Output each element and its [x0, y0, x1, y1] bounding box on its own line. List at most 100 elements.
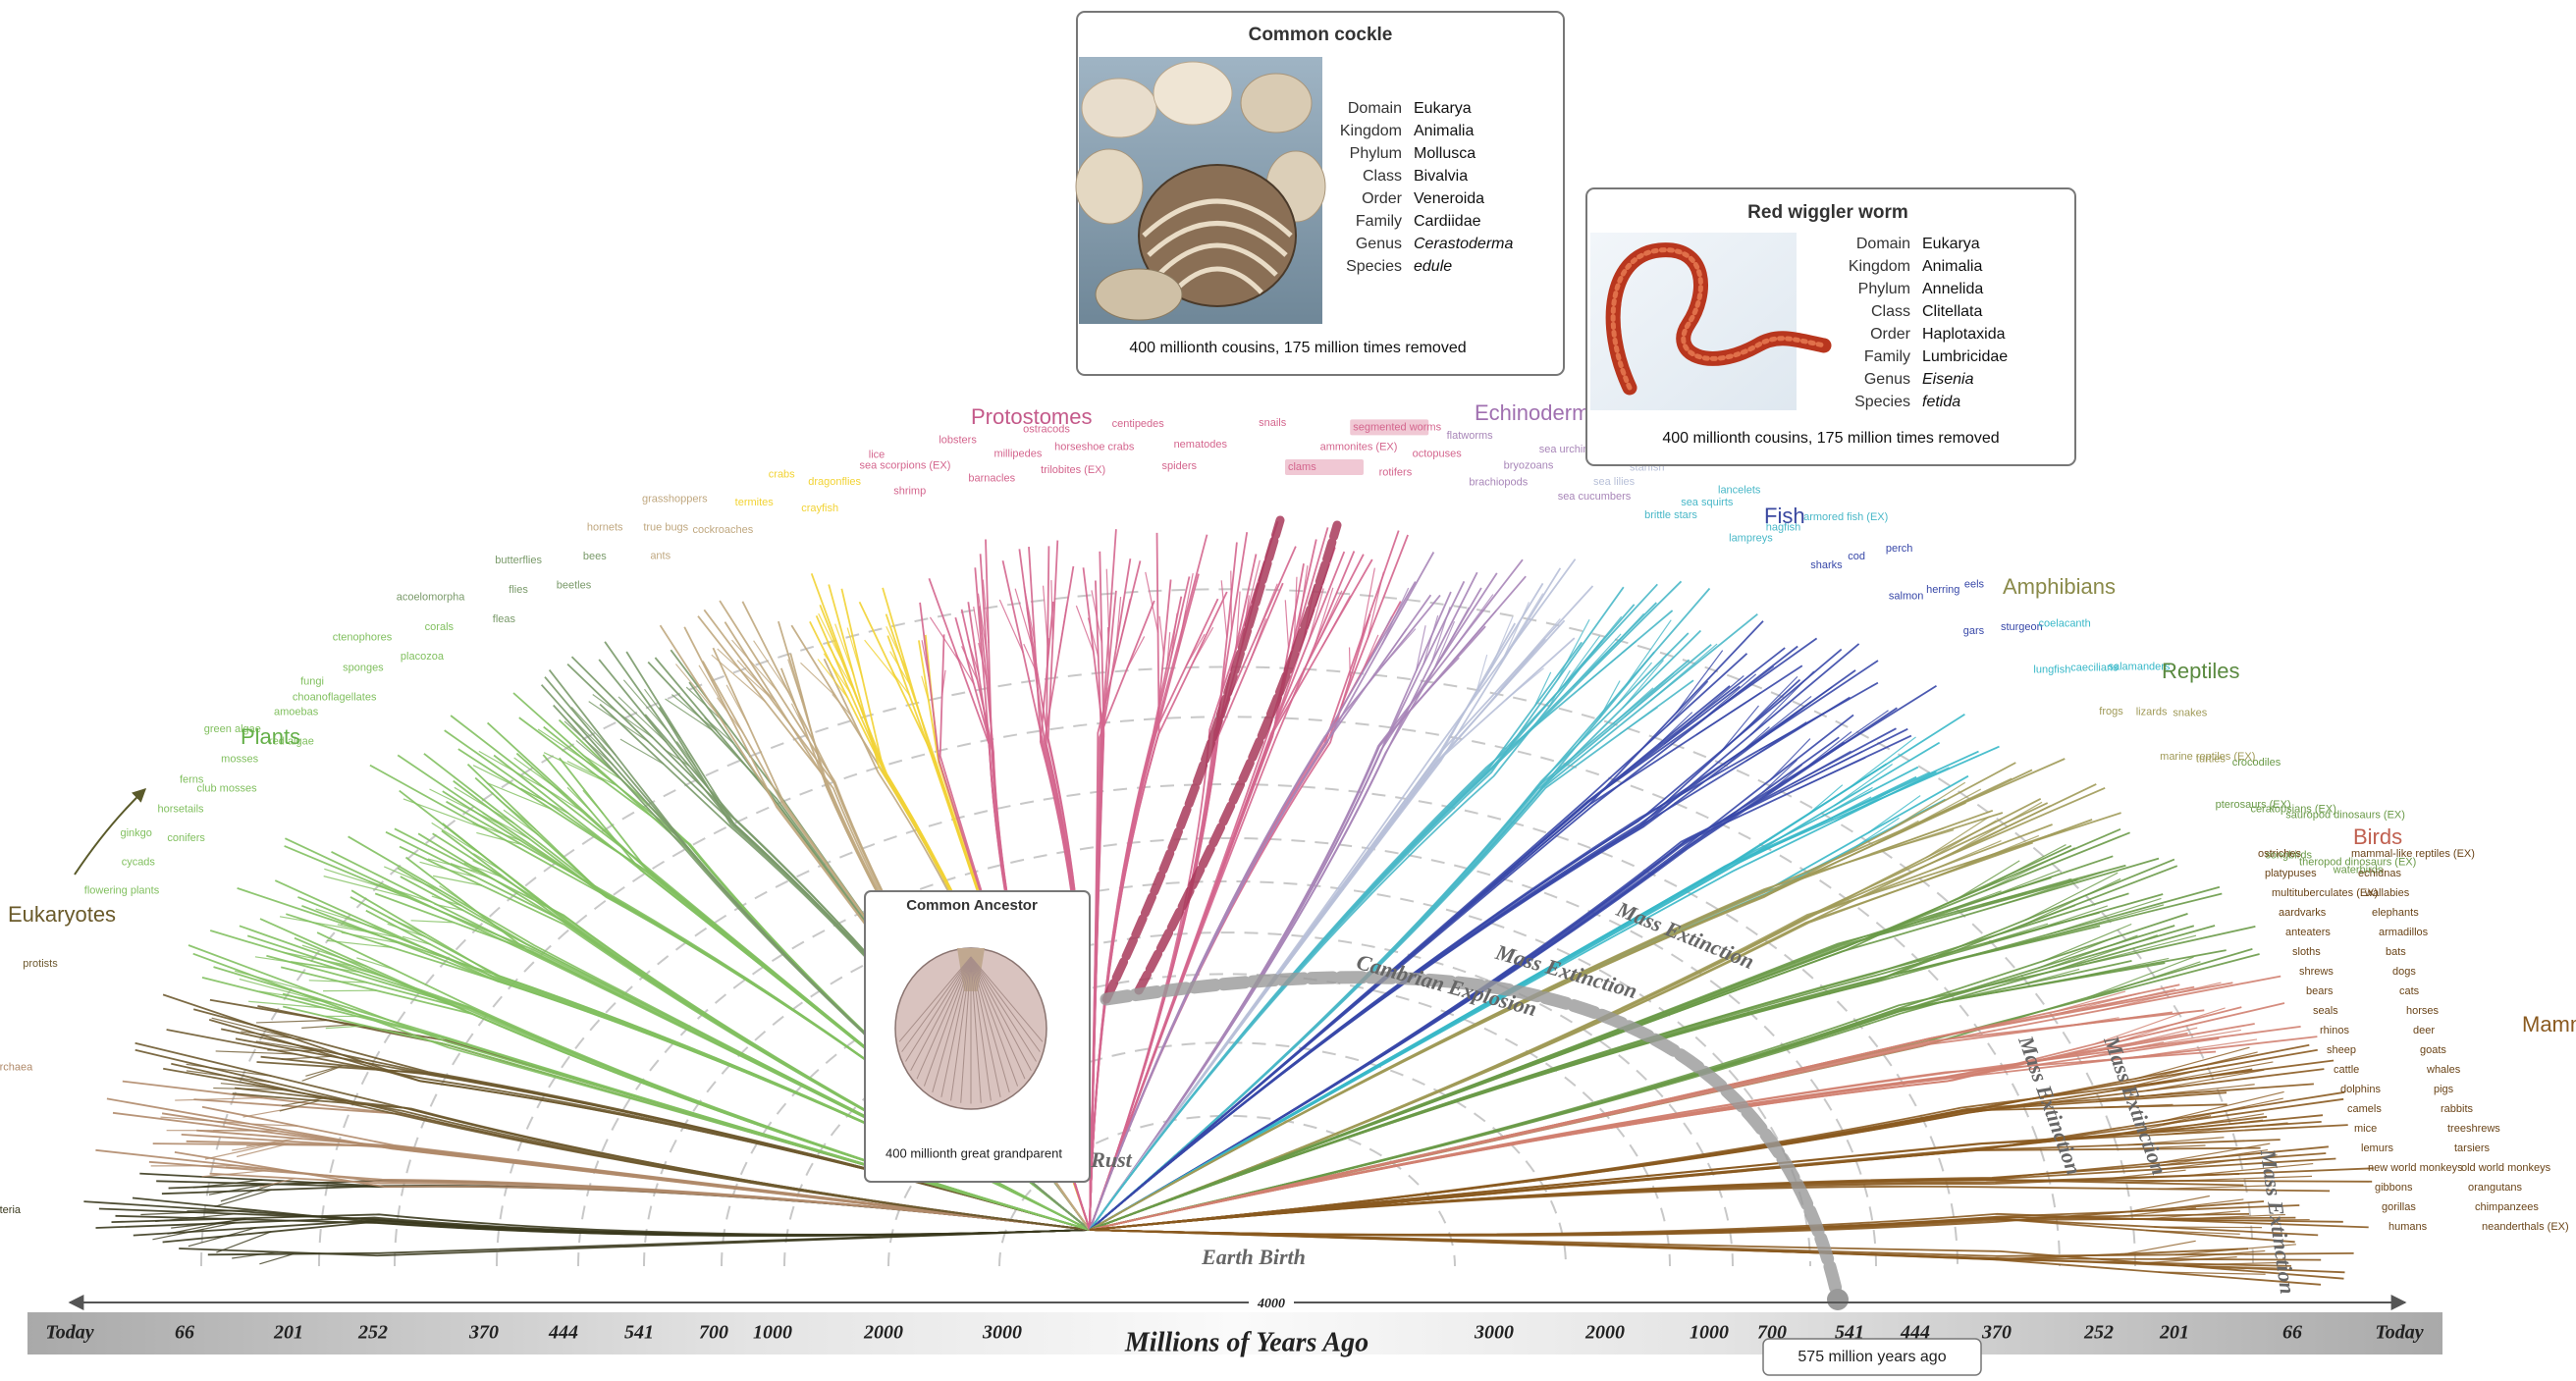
- twig: [941, 669, 946, 696]
- species-label: sea lilies: [1593, 476, 1636, 488]
- species-label: gorillas: [2382, 1201, 2416, 1213]
- rank: Order: [1362, 190, 1403, 207]
- twig: [152, 1222, 236, 1241]
- species-label: bears: [2306, 985, 2334, 997]
- twig: [478, 750, 547, 790]
- twig: [1791, 750, 1852, 785]
- twig: [2038, 934, 2120, 969]
- twig: [291, 961, 360, 974]
- species-label: coelacanth: [2039, 617, 2091, 629]
- twig: [725, 684, 749, 726]
- twig: [282, 951, 355, 968]
- twig: [2147, 1210, 2240, 1220]
- twig: [1624, 672, 1675, 717]
- twig: [513, 757, 568, 797]
- twig: [1503, 593, 1544, 658]
- twig: [1476, 654, 1488, 691]
- species-label: sharks: [1810, 559, 1843, 571]
- twig: [1571, 615, 1623, 678]
- twig: [1450, 594, 1494, 654]
- twig: [241, 1031, 311, 1041]
- species-label: acoelomorpha: [397, 591, 466, 603]
- shell-rib: [970, 956, 1019, 1087]
- branch: [1089, 812, 2004, 1231]
- twig: [736, 660, 777, 703]
- ancestor-card: Common Ancestor 400 millionth great gran…: [864, 890, 1091, 1183]
- twig: [1746, 695, 1812, 748]
- twig: [787, 659, 804, 704]
- card-caption: 400 millionth cousins, 175 million times…: [1662, 430, 1999, 447]
- twig: [236, 1142, 290, 1158]
- twig: [753, 640, 789, 693]
- twig: [2118, 1007, 2226, 1042]
- twig: [279, 1099, 320, 1112]
- twig: [1170, 612, 1178, 657]
- twig: [1314, 587, 1334, 646]
- time-path: [1100, 971, 1845, 1304]
- twig: [1890, 781, 1966, 830]
- twig: [581, 754, 623, 781]
- shell-rib: [970, 956, 982, 1103]
- species-label: lampreys: [1729, 532, 1773, 544]
- twig: [2174, 1244, 2296, 1255]
- branch: [1089, 1229, 2322, 1286]
- shell-rib: [950, 956, 972, 1101]
- twig: [2158, 1185, 2273, 1190]
- twig: [2024, 872, 2119, 922]
- species-label: butterflies: [495, 555, 542, 566]
- rank-value: Animalia: [1414, 123, 1474, 139]
- twig: [450, 862, 494, 880]
- species-label: lungfish: [2033, 664, 2070, 675]
- twig: [2066, 1036, 2135, 1056]
- marker-label: 575 million years ago: [1798, 1349, 1946, 1365]
- twig: [1243, 559, 1261, 626]
- species-label: clams: [1288, 461, 1316, 473]
- twig: [1914, 777, 2012, 825]
- branch: [1089, 878, 2078, 1231]
- branch: [1089, 558, 1373, 1231]
- species-label: treeshrews: [2447, 1123, 2500, 1135]
- eukaryote-arrow: [74, 788, 147, 876]
- rank: Family: [1356, 213, 1402, 230]
- twig: [239, 978, 322, 1002]
- species-label: neanderthals (EX): [2482, 1221, 2569, 1233]
- rank-value: fetida: [1922, 394, 1960, 410]
- rank: Genus: [1864, 371, 1910, 388]
- twig: [617, 696, 668, 743]
- species-label: bees: [583, 551, 607, 562]
- twig: [325, 1025, 366, 1030]
- twig: [356, 957, 395, 971]
- twig: [208, 1183, 269, 1195]
- branch: [1089, 644, 1712, 1231]
- twig: [1438, 607, 1470, 663]
- twig: [2053, 990, 2126, 1013]
- twig: [472, 853, 503, 872]
- species-label: ammonites (EX): [1320, 441, 1398, 452]
- branch: [1089, 594, 1441, 1231]
- taxonomy: Domain Eukarya Kingdom Animalia Phylum Anneli…: [1849, 236, 2008, 410]
- twig: [582, 789, 605, 815]
- twig: [2048, 904, 2165, 937]
- cockle-lineage: [1101, 515, 1285, 1004]
- twig: [503, 809, 539, 836]
- rank: Kingdom: [1340, 123, 1402, 139]
- twig: [1091, 590, 1102, 643]
- species-label: amoebas: [274, 706, 319, 717]
- timeline-ticks: Today 66 201 252 370 444 541 700 1000 2000 3000 300…: [45, 1322, 2423, 1344]
- twig: [305, 1064, 344, 1077]
- twig: [1042, 585, 1048, 646]
- tick-label: 3000: [1474, 1322, 1514, 1344]
- group-label: Birds: [2353, 824, 2402, 849]
- twig: [698, 664, 731, 717]
- twig: [1087, 617, 1100, 658]
- shell-rib: [970, 956, 1037, 1062]
- twig: [2102, 982, 2222, 1011]
- twig: [341, 931, 399, 944]
- twig: [431, 895, 462, 907]
- twig: [2159, 1249, 2266, 1260]
- twig: [2150, 1113, 2265, 1133]
- species-label: gars: [1963, 625, 1985, 637]
- timeline-title: Millions of Years Ago: [1124, 1327, 1368, 1357]
- species-label: wallabies: [2364, 887, 2410, 899]
- species-label: ginkgo: [121, 827, 152, 839]
